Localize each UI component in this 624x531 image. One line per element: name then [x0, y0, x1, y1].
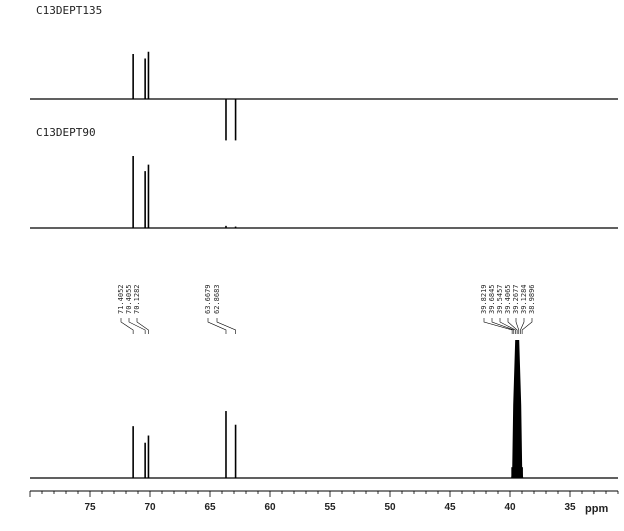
axis-unit-label: ppm: [585, 503, 608, 515]
peak-label-0: 71.4052: [117, 284, 125, 314]
tick-label-5: 50: [384, 502, 396, 513]
peak-label-5: 39.8219: [480, 284, 488, 314]
ppm-axis: 75 70 65 60 55 50 45 40 35: [29, 490, 619, 513]
tick-label-8: 35: [564, 502, 576, 513]
peak-label-6: 39.6845: [488, 284, 496, 314]
peak-label-1: 70.4055: [125, 284, 133, 314]
peak-labels: 71.4052 70.4055 70.1282 63.6679 62.8683 39.82…: [117, 284, 536, 334]
tick-label-7: 40: [504, 502, 516, 513]
tick-label-6: 45: [444, 502, 456, 513]
peak-leader-10: [520, 318, 525, 334]
peak-label-9: 39.2677: [512, 284, 520, 314]
peak-leader-11: [521, 318, 533, 334]
solvent-multiplet: [511, 340, 524, 478]
peak-label-11: 38.9896: [528, 284, 536, 314]
peak-leader-9: [515, 318, 520, 334]
peak-leader-8: [507, 318, 518, 334]
tick-label-0: 75: [84, 502, 96, 513]
tick-label-3: 60: [264, 502, 276, 513]
peak-label-2: 70.1282: [133, 284, 141, 314]
dept135-spectrum: [30, 51, 618, 141]
peak-leader-6: [491, 318, 515, 334]
peak-label-4: 62.8683: [213, 284, 221, 314]
dept135-title: C13DEPT135: [36, 4, 102, 17]
peak-leader-3: [207, 318, 227, 334]
peak-leader-4: [216, 318, 236, 334]
tick-label-1: 70: [144, 502, 156, 513]
dept90-spectrum: [30, 156, 618, 229]
tick-label-4: 55: [324, 502, 336, 513]
peak-label-10: 39.1284: [520, 284, 528, 314]
tick-label-2: 65: [204, 502, 216, 513]
peak-label-3: 63.6679: [204, 284, 212, 314]
peak-leader-5: [483, 318, 513, 334]
c13-spectrum: [30, 340, 618, 479]
dept90-title: C13DEPT90: [36, 126, 96, 139]
peak-leader-2: [136, 318, 149, 334]
peak-leader-1: [128, 318, 146, 334]
peak-label-8: 39.4065: [504, 284, 512, 314]
peak-leader-7: [499, 318, 516, 334]
peak-leader-0: [120, 318, 134, 334]
peak-label-7: 39.5457: [496, 284, 504, 314]
